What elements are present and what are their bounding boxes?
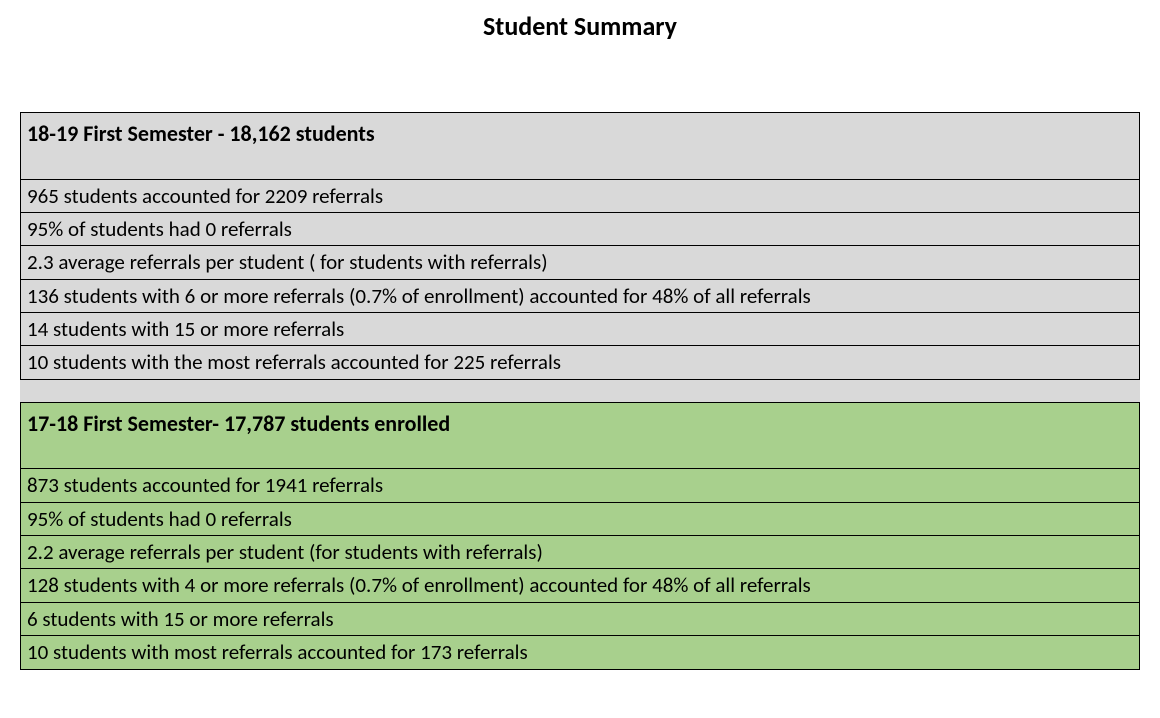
table-row: 2.2 average referrals per student (for s… [21,536,1139,569]
table-row: 10 students with the most referrals acco… [21,346,1139,379]
section-header: 17-18 First Semester- 17,787 students en… [21,403,1139,470]
table-row: 136 students with 6 or more referrals (0… [21,280,1139,313]
table-row: 965 students accounted for 2209 referral… [21,180,1139,213]
table-row: 14 students with 15 or more referrals [21,313,1139,346]
table-row: 6 students with 15 or more referrals [21,603,1139,636]
page-title: Student Summary [20,10,1140,42]
section-header: 18-19 First Semester - 18,162 students [21,113,1139,180]
section-gap [20,380,1140,402]
table-row: 10 students with most referrals accounte… [21,636,1139,669]
table-row: 95% of students had 0 referrals [21,213,1139,246]
page: Student Summary 18-19 First Semester - 1… [0,10,1160,700]
table-row: 128 students with 4 or more referrals (0… [21,569,1139,602]
section-17-18: 17-18 First Semester- 17,787 students en… [20,402,1140,670]
section-18-19: 18-19 First Semester - 18,162 students 9… [20,112,1140,380]
table-row: 2.3 average referrals per student ( for … [21,246,1139,279]
table-row: 95% of students had 0 referrals [21,503,1139,536]
table-row: 873 students accounted for 1941 referral… [21,469,1139,502]
